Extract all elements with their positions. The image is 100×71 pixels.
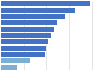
Bar (1, 65, 17, 70)
Bar (1, 58, 30, 63)
Bar (1, 8, 75, 13)
Bar (1, 1, 90, 6)
Bar (1, 39, 48, 44)
Bar (1, 20, 57, 25)
Bar (1, 27, 54, 32)
Bar (1, 33, 51, 38)
Bar (1, 52, 45, 57)
Bar (1, 14, 64, 19)
Bar (1, 46, 46, 51)
